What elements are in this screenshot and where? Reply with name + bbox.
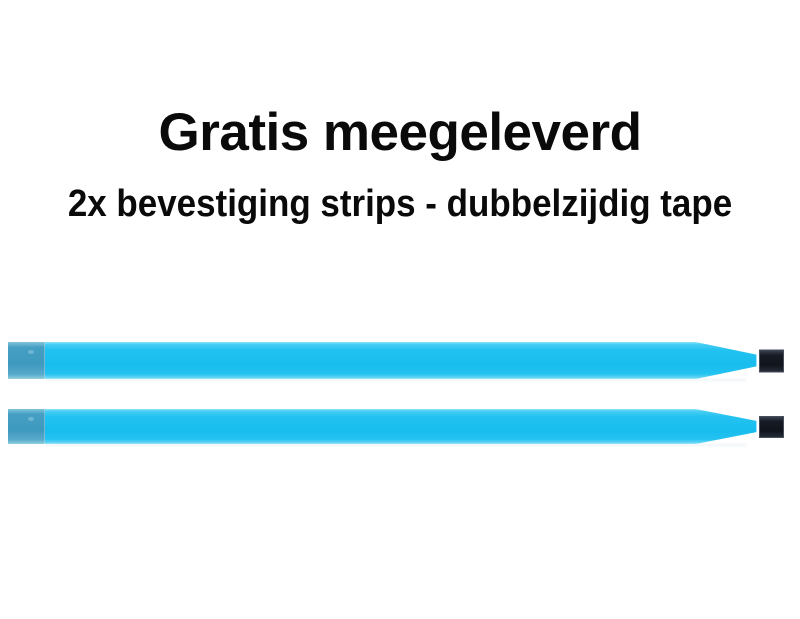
liner-speck xyxy=(28,417,34,421)
strip-shadow xyxy=(46,444,746,447)
strip-body xyxy=(45,342,757,379)
promo-subheadline: 2x bevestiging strips - dubbelzijdig tap… xyxy=(67,183,733,225)
liner-tab xyxy=(8,342,46,379)
bevestiging-strip-2 xyxy=(0,409,790,447)
strip-body xyxy=(45,409,757,444)
strip-shadow xyxy=(46,379,746,382)
end-tab xyxy=(759,349,784,372)
liner-tab xyxy=(8,409,46,444)
end-tab xyxy=(759,415,784,438)
promo-headline: Gratis meegeleverd xyxy=(158,103,642,162)
bevestiging-strip-1 xyxy=(0,342,790,382)
liner-speck xyxy=(28,350,34,354)
